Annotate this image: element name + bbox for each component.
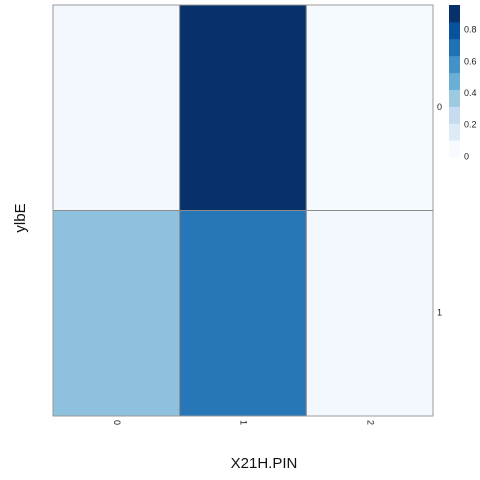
y-tick-label: 1: [437, 308, 442, 318]
heatmap-cell: [52, 210, 181, 417]
heatmap-cell: [305, 4, 434, 211]
x-tick-label: 0: [112, 420, 122, 425]
colorbar-tick-label: 0.6: [464, 56, 477, 66]
colorbar-swatch: [449, 89, 460, 107]
colorbar-swatch: [449, 72, 460, 90]
y-axis-label: ylbE: [12, 203, 29, 232]
x-tick-labels: 0 1 2: [112, 420, 375, 425]
colorbar: 0 0.2 0.4 0.6 0.8: [449, 5, 477, 161]
colorbar-swatch: [449, 106, 460, 124]
x-tick-label: 1: [239, 420, 249, 425]
x-tick-label: 2: [365, 420, 375, 425]
y-tick-labels: 01: [437, 102, 442, 318]
plot-border: [52, 4, 434, 417]
colorbar-swatch: [449, 38, 460, 57]
heatmap-cell: [179, 210, 307, 417]
colorbar-swatch: [449, 123, 460, 141]
colorbar-swatch: [449, 140, 460, 158]
colorbar-swatch: [449, 55, 460, 74]
heatmap-cell: [52, 4, 181, 211]
colorbar-tick-label: 0: [464, 151, 469, 161]
colorbar-tick-label: 0.4: [464, 88, 477, 98]
colorbar-tick-label: 0.8: [464, 25, 477, 35]
heatmap-cell: [305, 210, 434, 417]
y-tick-label: 0: [437, 102, 442, 112]
heatmap-cell: [179, 4, 307, 211]
heatmap-cells: [52, 4, 434, 417]
colorbar-tick-label: 0.2: [464, 120, 477, 130]
colorbar-swatch: [449, 5, 460, 23]
colorbar-swatch: [449, 21, 460, 40]
x-axis-label: X21H.PIN: [231, 455, 298, 472]
